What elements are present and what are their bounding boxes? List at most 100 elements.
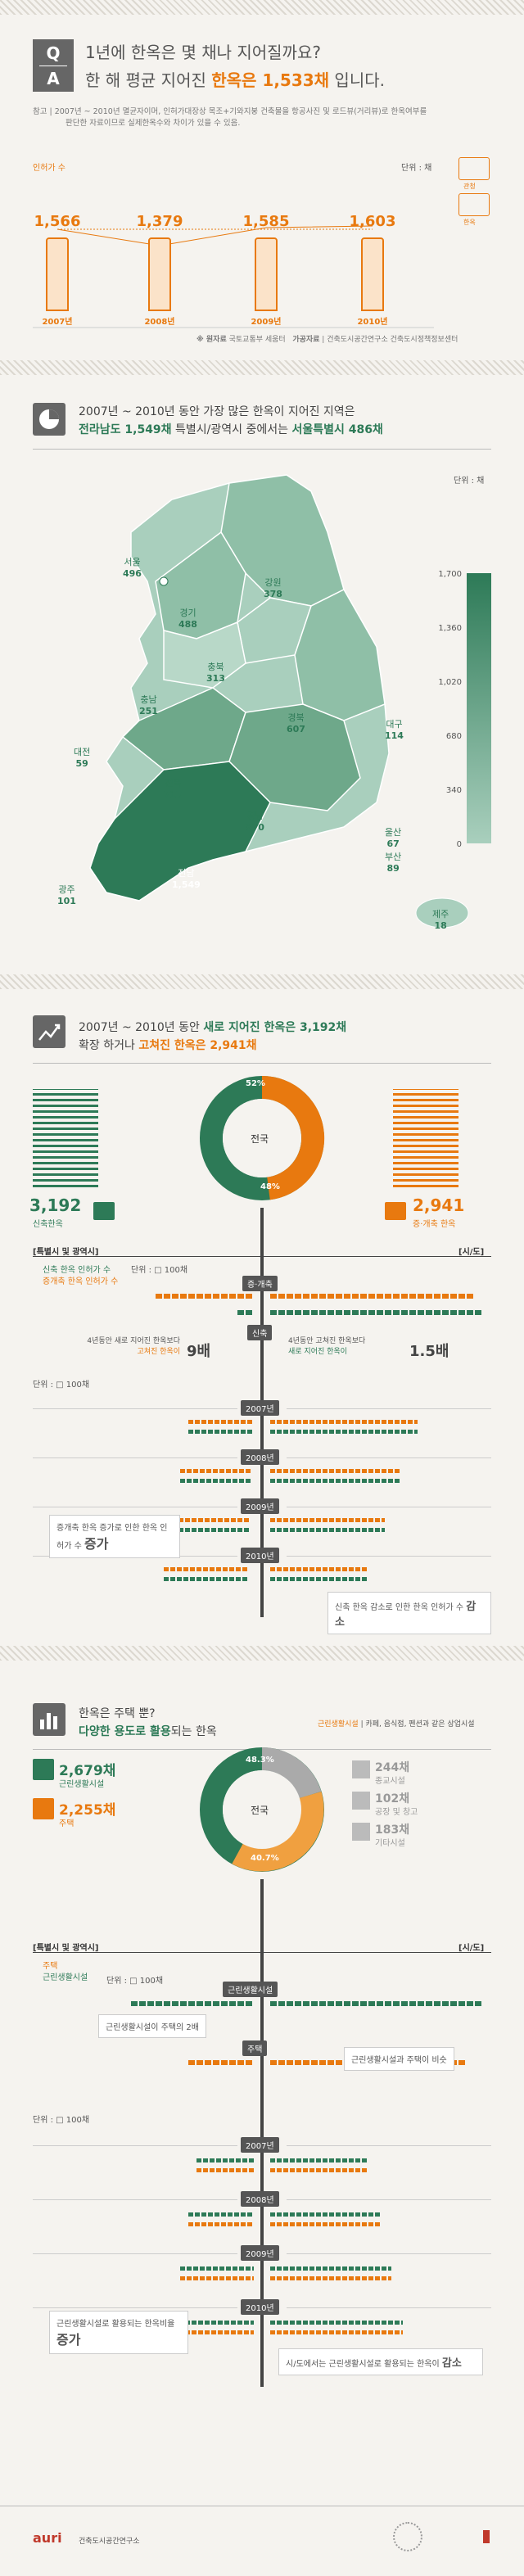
- u-pct-a: 48.3%: [246, 1756, 274, 1765]
- qa-note-1: 참고 | 2007년 ~ 2010년 멸균자이머, 인허가대장상 목조+기와지붕…: [33, 107, 427, 116]
- nb-pill-new: 신축: [247, 1325, 273, 1340]
- legend-house: 한옥: [463, 219, 476, 226]
- map-region-label: 대구 114: [385, 719, 404, 741]
- permit-unit: 인허가 수: [33, 164, 66, 173]
- nb-t1-hl: 새로 지어진 한옥은 3,192채: [203, 1021, 347, 1034]
- u-inc-text: 근린생활시설로 활용되는 한옥비율: [56, 2320, 175, 2329]
- nb-t2-pre: 확장 하거나: [79, 1039, 139, 1052]
- scale-tick: 340: [445, 786, 462, 795]
- nb-year-bar: [180, 1479, 252, 1483]
- footer-circle-logo: [393, 2522, 422, 2551]
- u-cr-text: 근린생활시설과 주택이 비슷: [351, 2056, 447, 2065]
- u-pct-a-val: 48.3: [246, 1756, 266, 1765]
- year-column: [148, 237, 171, 311]
- legend-gov: 관청: [463, 183, 476, 190]
- u-year-rule: [33, 2145, 237, 2146]
- u-l4: 공장 및 창고: [375, 1808, 418, 1817]
- u-year-bar: [270, 2222, 380, 2226]
- nb-unit-2: 단위 : □ 100채: [33, 1381, 90, 1390]
- u-axis: [260, 1879, 264, 2387]
- new-stripes: [33, 1089, 98, 1187]
- qa-source: ※ 원자료 국토교통부 세움터 가공자료 | 건축도시공간연구소 건축도시정책정…: [196, 336, 458, 344]
- year-value: 1,379: [136, 213, 183, 230]
- u-unit: 단위 : □ 100채: [106, 1977, 164, 1986]
- qa-q-letter: Q: [46, 43, 61, 63]
- map-region-label: 충남 251: [139, 694, 158, 716]
- u-dec-text: 시/도에서는 근린생활시설로 활용되는 한옥이: [286, 2360, 440, 2369]
- nb-new-label: 신축한옥: [33, 1220, 63, 1229]
- nb-callout-right-mul: 1.5배: [409, 1343, 449, 1360]
- pie-icon: [33, 403, 66, 436]
- u-year-bar: [188, 2222, 254, 2226]
- u-legend-house: 주택: [43, 1962, 58, 1971]
- newbuild-donut: [200, 1075, 325, 1200]
- nb-cr-2-text: 새로 지어진 한옥이: [288, 1348, 347, 1356]
- u-year-bar: [196, 2168, 254, 2172]
- u-bar-comm-left: [131, 2001, 254, 2006]
- nb-year-bar: [270, 1567, 368, 1571]
- u-callout-right: 근린생활시설과 주택이 비슷: [344, 2047, 454, 2071]
- u-chart-left: [특별시 및 광역시]: [33, 1944, 99, 1953]
- scale-tick: 0: [456, 840, 462, 849]
- u-relig-icon: [352, 1760, 370, 1778]
- nb-year-bar: [270, 1420, 418, 1424]
- bar-chart-icon: [33, 1703, 66, 1736]
- usage-legend: 근린생활시설 | 카페, 음식점, 펜션과 같은 상업시설: [318, 1718, 475, 1729]
- qa-a-letter: A: [39, 66, 67, 91]
- korea-map: [89, 474, 469, 929]
- usage-title-1: 한옥은 주택 뿐?: [79, 1707, 156, 1720]
- newbuild-title-2: 확장 하거나 고쳐진 한옥은 2,941채: [79, 1037, 346, 1055]
- nb-cl-2-text: 고쳐진 한옥이: [137, 1348, 180, 1356]
- year-label: 2007년: [42, 318, 73, 327]
- u-year-bar: [180, 2266, 254, 2271]
- u-year-bar: [188, 2212, 254, 2217]
- nb-bar-new-left: [237, 1310, 254, 1315]
- u-l1: 근린생활시설: [59, 1780, 105, 1789]
- nb-year-bar: [172, 1528, 251, 1532]
- year-label: 2010년: [357, 318, 388, 327]
- map-region-label: 대전 59: [74, 747, 91, 769]
- usage-title-hl: 다양한 용도로 활용: [79, 1725, 171, 1738]
- nb-cr-2: 새로 지어진 한옥이: [288, 1345, 411, 1356]
- yearly-line-chart: [33, 225, 434, 328]
- year-value: 1,585: [242, 213, 290, 230]
- region-title-mid: 특별시/광역시 중에서는: [171, 423, 292, 436]
- nb-new-house-icon: [93, 1202, 115, 1220]
- map-region-label: 서울 496: [123, 557, 142, 579]
- nb-t2-hl: 고쳐진 한옥은 2,941채: [138, 1039, 257, 1052]
- newbuild-title-1: 2007년 ~ 2010년 동안 새로 지어진 한옥은 3,192채: [79, 1019, 346, 1037]
- usage-title-post: 되는 한옥: [170, 1725, 217, 1738]
- nb-year-bar: [270, 1469, 401, 1473]
- nb-chart-right: [시/도]: [458, 1248, 485, 1257]
- region-title-a: 전라남도 1,549채: [79, 423, 172, 436]
- qa-badge: Q A: [33, 39, 74, 92]
- year-label: 2008년: [144, 318, 175, 327]
- nb-fix-pct-val: 48: [260, 1182, 272, 1191]
- nb-new-pct: 52%: [246, 1079, 265, 1088]
- u-year-pill: 2010년: [241, 2299, 279, 2315]
- map-region-label: 경남 870: [246, 811, 264, 833]
- u-v4: 102채: [375, 1792, 410, 1805]
- auri-logo: auri: [33, 2530, 62, 2546]
- qa-note-2: 판단한 자료이므로 실제한옥수와 차이가 있을 수 있음.: [66, 119, 241, 128]
- qa-answer-pre: 한 해 평균 지어진: [85, 70, 212, 90]
- year-value: 1,566: [34, 213, 81, 230]
- u-callout-left: 근린생활시설이 주택의 2배: [98, 2014, 206, 2038]
- u-cl-text: 근린생활시설이 주택의 2배: [106, 2023, 199, 2032]
- source-value: 국토교통부 세움터: [228, 336, 286, 344]
- nb-year-rule: [33, 1408, 237, 1409]
- usage-title: 한옥은 주택 뿐? 다양한 용도로 활용되는 한옥: [79, 1705, 217, 1741]
- year-column: [46, 237, 69, 311]
- usage-legend-detail: | 카페, 음식점, 펜션과 같은 상업시설: [360, 1720, 475, 1729]
- nb-year-rule: [287, 1556, 491, 1557]
- nb-year-bar: [188, 1430, 254, 1434]
- nb-new-pct-val: 52: [246, 1079, 257, 1088]
- nb-year-pill: 2009년: [241, 1498, 279, 1514]
- nb-chart-left: [특별시 및 광역시]: [33, 1248, 99, 1257]
- nb-inc-callout: 증개축 한옥 증가로 인한 한옥 인허가 수 증가: [49, 1515, 180, 1558]
- nb-year-bar: [270, 1430, 418, 1434]
- proc-label: 가공자료: [292, 336, 320, 344]
- map-region-label: 전남 1,549: [172, 868, 201, 890]
- u-year-bar: [196, 2158, 254, 2162]
- u-year-rule: [33, 2307, 237, 2308]
